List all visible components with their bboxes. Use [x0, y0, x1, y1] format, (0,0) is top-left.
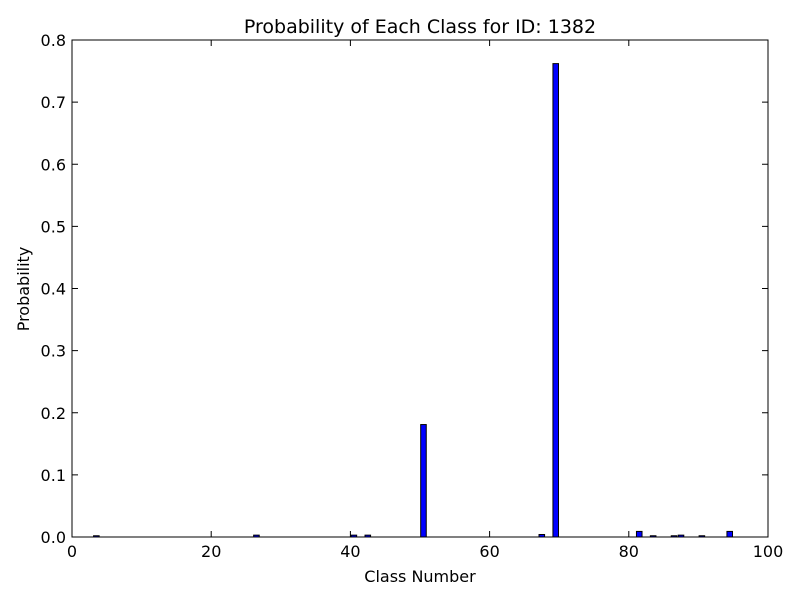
x-axis-title: Class Number: [364, 567, 476, 586]
y-tick-label-0.5: 0.5: [41, 217, 66, 236]
y-axis-title: Probability: [14, 247, 33, 332]
x-tick-label-100: 100: [753, 542, 784, 561]
plot-frame: [71, 39, 769, 538]
y-ticks-group: 0.0 0.1 0.2 0.3 0.4 0.5 0.6 0.7 0.8: [41, 31, 768, 547]
y-tick-label-0.7: 0.7: [41, 93, 66, 112]
x-tick-label-40: 40: [340, 542, 360, 561]
y-tick-label-0.1: 0.1: [41, 466, 66, 485]
y-tick-label-0.2: 0.2: [41, 404, 66, 423]
bar-class-50: [420, 424, 427, 538]
y-tick-label-0.8: 0.8: [41, 31, 66, 50]
y-tick-label-0.0: 0.0: [41, 528, 66, 547]
x-tick-label-60: 60: [479, 542, 499, 561]
y-tick-label-0.6: 0.6: [41, 155, 66, 174]
x-tick-label-20: 20: [201, 542, 221, 561]
bar-class-81: [635, 530, 643, 538]
bar-class-94: [726, 530, 734, 538]
x-tick-label-0: 0: [67, 542, 77, 561]
chart-title: Probability of Each Class for ID: 1382: [244, 16, 596, 38]
bar-class-69: [552, 63, 560, 538]
x-tick-label-80: 80: [619, 542, 639, 561]
y-tick-label-0.4: 0.4: [41, 280, 66, 299]
y-tick-label-0.3: 0.3: [41, 342, 66, 361]
